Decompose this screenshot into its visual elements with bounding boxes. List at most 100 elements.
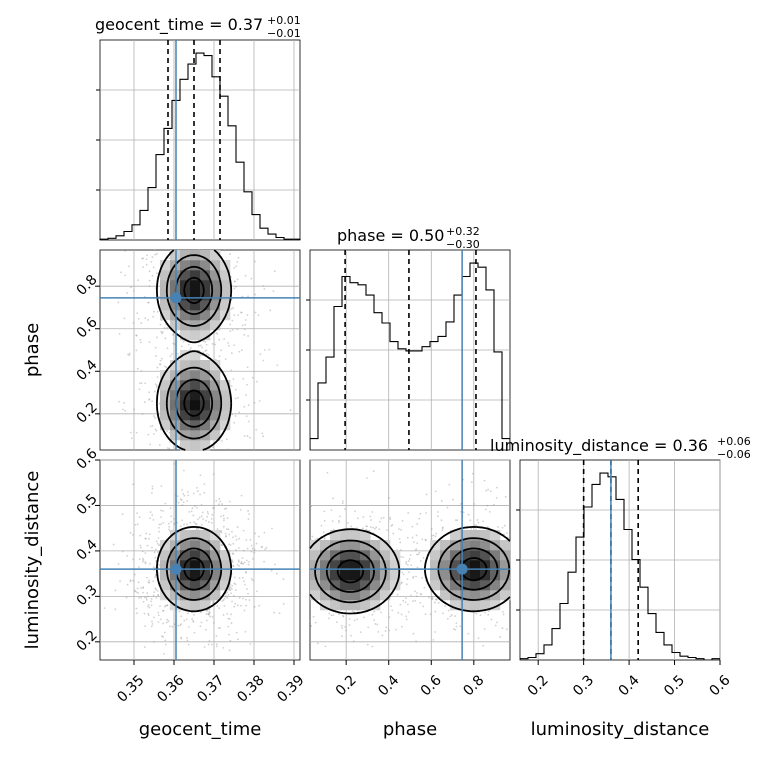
sample-point (137, 279, 140, 281)
sample-point (243, 405, 246, 408)
density-bin (350, 580, 361, 591)
sample-point (157, 621, 160, 623)
marker-line-layer (100, 40, 639, 660)
sample-point (377, 630, 380, 633)
sample-point (323, 519, 326, 522)
sample-point (237, 638, 239, 641)
sample-point (251, 376, 254, 379)
sample-point (397, 611, 400, 614)
density-bin (380, 580, 391, 591)
title-luminosity-distance-plus: +0.06 (717, 435, 751, 448)
sample-point (118, 400, 121, 403)
sample-point (434, 601, 436, 604)
sample-point (392, 532, 395, 535)
sample-point (157, 551, 159, 554)
sample-point (231, 329, 234, 332)
sample-point (489, 490, 492, 493)
density-bin (470, 570, 481, 581)
sample-point (421, 538, 424, 541)
sample-point (310, 505, 313, 508)
sample-point (156, 589, 159, 592)
sample-point (154, 587, 157, 590)
sample-point (158, 523, 161, 526)
density-bin (440, 550, 451, 561)
sample-point (155, 588, 157, 591)
density-bin (360, 600, 371, 611)
sample-point (418, 517, 421, 520)
density-bin (160, 400, 171, 411)
density-bin (200, 390, 211, 401)
sample-point (233, 267, 236, 269)
density-bin (460, 600, 471, 611)
sample-point (148, 341, 151, 344)
sample-point (191, 507, 194, 510)
sample-point (138, 558, 141, 561)
sample-point (159, 363, 162, 366)
sample-point (219, 500, 222, 503)
density-bin (340, 560, 351, 571)
density-bin (340, 600, 351, 611)
density-bin (180, 370, 191, 381)
sample-point (224, 532, 227, 535)
sample-point (138, 566, 140, 569)
sample-point (197, 344, 200, 347)
sample-point (326, 471, 329, 474)
sample-point (103, 607, 106, 610)
density-bin (380, 540, 391, 551)
density-bin (190, 390, 201, 401)
sample-point (234, 388, 237, 391)
density-bin (210, 430, 221, 441)
sample-point (177, 624, 180, 627)
sample-point (177, 352, 179, 355)
sample-point (339, 515, 341, 518)
sample-point (311, 535, 314, 538)
sample-point (145, 598, 148, 601)
sample-point (164, 502, 167, 505)
density-bin (200, 530, 211, 541)
sample-point (223, 517, 225, 520)
sample-point (218, 607, 220, 609)
sample-point (234, 583, 237, 586)
sample-point (338, 613, 340, 615)
density-bin (370, 600, 381, 611)
sample-point (330, 614, 333, 617)
sample-point (373, 610, 376, 613)
sample-point (454, 519, 457, 522)
density-bin (170, 250, 181, 261)
sample-point (159, 323, 162, 326)
density-bin (470, 540, 481, 551)
sample-point (244, 323, 247, 326)
density-bin (200, 570, 211, 581)
sample-point (378, 520, 381, 523)
contour-phase-vs-geocent-time (156, 249, 233, 451)
sample-point (134, 573, 136, 576)
sample-point (373, 619, 375, 621)
sample-point (371, 645, 374, 648)
sample-point (151, 487, 154, 490)
sample-point (262, 435, 265, 438)
sample-point (435, 532, 438, 535)
sample-point (236, 563, 239, 566)
sample-point (247, 295, 249, 298)
sample-point (235, 538, 238, 541)
sample-point (227, 625, 230, 628)
sample-point (135, 607, 138, 610)
sample-point (216, 332, 219, 335)
sample-point (243, 549, 245, 552)
sample-point (451, 614, 453, 616)
density-bin (220, 270, 231, 281)
sample-point (504, 495, 507, 498)
density-bin (390, 560, 401, 571)
sample-point (232, 378, 235, 380)
sample-point (441, 529, 444, 532)
sample-point (230, 385, 233, 387)
density-bin (210, 590, 221, 601)
density-bin (210, 380, 221, 391)
sample-point (154, 428, 157, 431)
density-bin (180, 310, 191, 321)
density-bin (170, 540, 181, 551)
sample-point (341, 635, 343, 638)
density-bin (490, 570, 501, 581)
sample-point (407, 512, 410, 514)
sample-point (154, 576, 157, 578)
